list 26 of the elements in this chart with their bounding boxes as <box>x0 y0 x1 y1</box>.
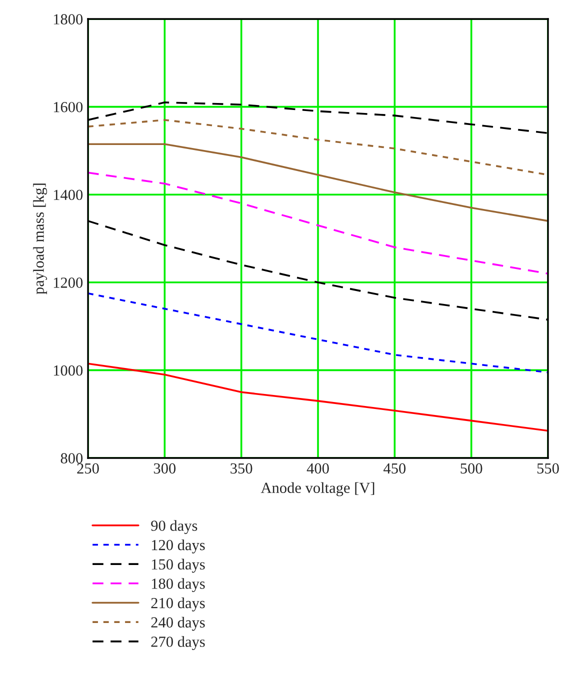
x-tick-label: 350 <box>230 463 252 474</box>
y-tick-label: 1600 <box>54 102 83 112</box>
x-tick-label: 500 <box>460 463 482 474</box>
line-series <box>88 292 548 374</box>
legend-label: 180 days <box>152 578 205 592</box>
y-tick-label: 1800 <box>54 14 83 24</box>
x-tick-label: 300 <box>154 463 176 474</box>
x-tick-label: 250 <box>77 463 99 474</box>
legend-label: 150 days <box>152 558 205 573</box>
x-tick-label: 550 <box>537 463 559 474</box>
legend-label: 270 days <box>151 636 205 650</box>
y-tick-label: 1200 <box>54 278 83 288</box>
x-tick-label: 400 <box>306 463 329 474</box>
legend-label: 210 days <box>151 597 205 612</box>
y-axis-title: payload mass [kg] <box>33 184 48 294</box>
line-series <box>88 172 548 275</box>
legend-label: 240 days <box>151 616 205 631</box>
x-axis-title: Anode voltage [V] <box>260 482 374 496</box>
x-tick-label: 450 <box>384 463 406 474</box>
y-tick-label: 1000 <box>54 365 83 376</box>
legend-label: 120 days <box>152 539 205 554</box>
legend-label: 90 days <box>151 520 198 534</box>
y-tick-label: 1400 <box>54 190 83 200</box>
line-series <box>88 362 548 432</box>
y-tick-label: 800 <box>60 453 83 464</box>
line-series <box>88 143 548 222</box>
